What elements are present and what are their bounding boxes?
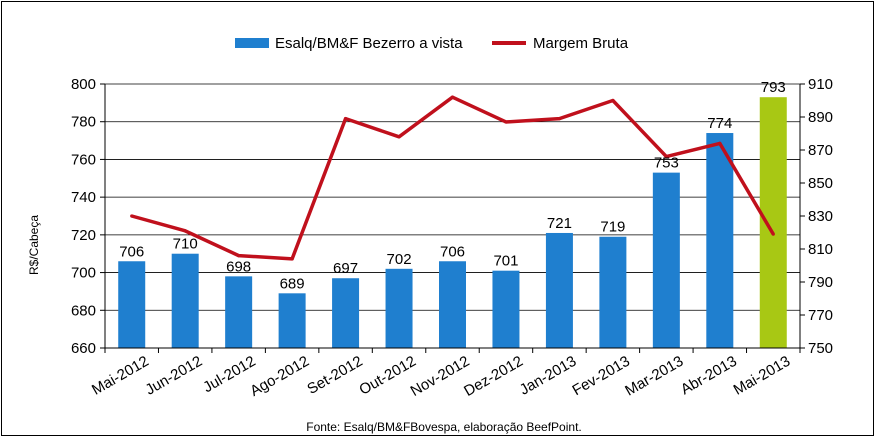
x-tick-label: Abr-2013	[678, 353, 740, 399]
bar-value-label: 706	[440, 243, 465, 260]
bar-mar-2013	[652, 172, 680, 348]
y-tick-label: 720	[71, 227, 96, 244]
line-point	[504, 120, 508, 124]
x-tick-label: Ago-2012	[247, 353, 312, 400]
bar-fev-2013	[599, 236, 627, 348]
line-point	[557, 117, 562, 121]
x-tick-label: Out-2012	[356, 353, 419, 399]
bar-abr-2013	[706, 133, 734, 348]
y2-tick-label: 910	[808, 76, 833, 93]
y2-tick-label: 810	[808, 241, 833, 258]
bar-ago-2012	[278, 293, 306, 348]
legend-label-bar: Esalq/BM&F Bezerro a vista	[275, 35, 463, 52]
bar-jul-2012	[225, 276, 253, 348]
line-point	[183, 229, 187, 233]
line-point	[771, 232, 775, 236]
line-point	[237, 254, 241, 258]
legend-swatch-bar	[235, 38, 269, 48]
line-point	[450, 95, 455, 99]
bar-mai-2012	[118, 261, 146, 348]
bar-jan-2013	[545, 232, 573, 348]
bar-value-label: 702	[387, 251, 412, 268]
x-tick-label: Mar-2013	[622, 353, 686, 400]
y-axis-label: R$/Cabeça	[27, 215, 41, 275]
y2-tick-label: 830	[808, 208, 833, 225]
x-tick-label: Nov-2012	[408, 353, 473, 400]
y2-tick-label: 870	[808, 142, 833, 159]
bar-value-label: 697	[333, 260, 358, 277]
bar-value-label: 701	[493, 253, 518, 270]
bar-value-label: 753	[654, 155, 679, 172]
y2-tick-label: 750	[808, 340, 833, 357]
line-point	[290, 257, 294, 261]
bar-value-label: 774	[707, 115, 732, 132]
x-tick-label: Jun-2012	[143, 353, 206, 399]
line-point	[397, 135, 401, 139]
bar-value-label: 793	[761, 79, 786, 96]
y-tick-label: 700	[71, 265, 96, 282]
line-point	[611, 98, 615, 103]
bar-out-2012	[385, 268, 413, 348]
x-tick-label: Jan-2013	[517, 353, 580, 399]
bar-value-label: 706	[119, 243, 144, 260]
line-point	[130, 214, 134, 218]
bar-value-label: 719	[600, 219, 625, 236]
y-tick-label: 780	[71, 114, 96, 131]
bar-mai-2013	[759, 97, 787, 348]
bar-value-label: 721	[547, 215, 572, 232]
y2-tick-label: 850	[808, 175, 833, 192]
bar-value-label: 698	[226, 258, 251, 275]
y-tick-label: 680	[71, 302, 96, 319]
bar-jun-2012	[171, 253, 199, 348]
y2-tick-label: 890	[808, 109, 833, 126]
bar-dez-2012	[492, 270, 520, 348]
line-point	[718, 141, 722, 145]
y2-tick-label: 790	[808, 274, 833, 291]
y2-tick-label: 770	[808, 307, 833, 324]
y-tick-label: 800	[71, 76, 96, 93]
line-point	[343, 117, 348, 121]
x-tick-label: Fev-2013	[570, 353, 633, 399]
bar-value-label: 710	[173, 236, 198, 253]
y-tick-label: 740	[71, 189, 96, 206]
line-point	[664, 155, 668, 159]
legend-label-line: Margem Bruta	[533, 35, 629, 52]
x-tick-label: Set-2012	[304, 353, 365, 398]
x-tick-label: Mai-2013	[731, 353, 794, 399]
bar-value-label: 689	[280, 275, 305, 292]
x-tick-label: Mai-2012	[89, 353, 152, 399]
source-note: Fonte: Esalq/BM&FBovespa, elaboração Bee…	[306, 420, 582, 434]
bar-nov-2012	[439, 261, 466, 348]
bar-set-2012	[332, 278, 360, 348]
y-tick-label: 660	[71, 340, 96, 357]
x-tick-label: Dez-2012	[461, 353, 526, 400]
y-tick-label: 760	[71, 151, 96, 168]
